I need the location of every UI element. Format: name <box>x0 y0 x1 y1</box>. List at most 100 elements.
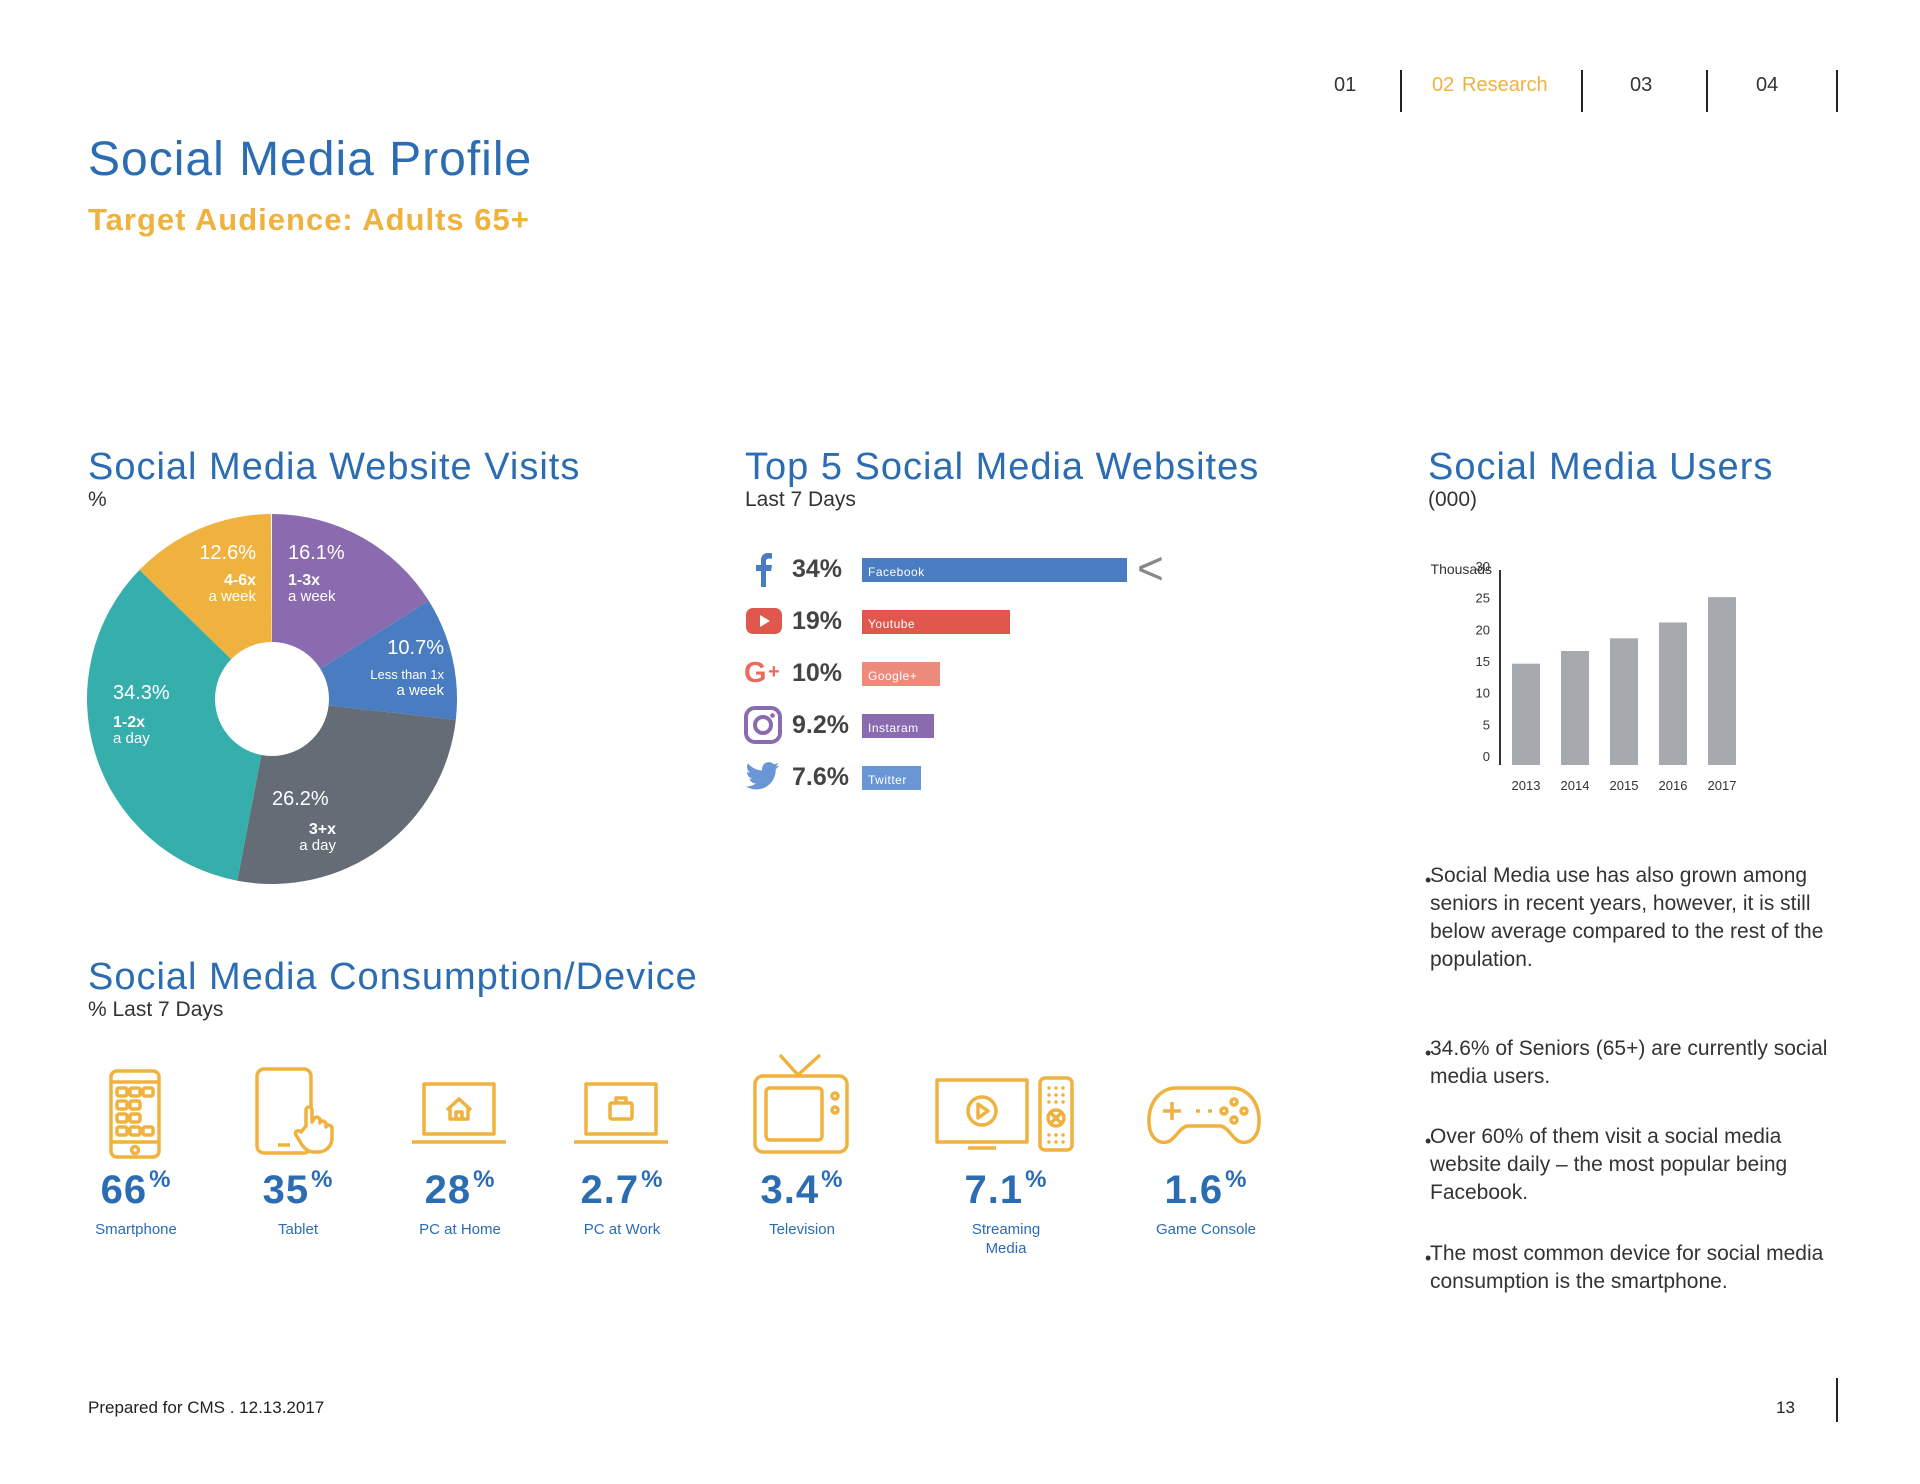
nav-item-02-number[interactable]: 02 <box>1432 74 1455 96</box>
facebook-arrow: < <box>1137 542 1164 594</box>
y-tick-label: 20 <box>1476 622 1490 637</box>
slice-34-line2: a day <box>113 730 150 747</box>
slice-12-pct: 12.6% <box>199 542 256 564</box>
x-tick-label: 2014 <box>1561 778 1590 793</box>
percent-sign: % <box>641 1166 664 1193</box>
bullet-dot: • <box>1425 870 1432 890</box>
nav-item-02-research[interactable]: Research <box>1462 74 1548 96</box>
bullet-dot: • <box>1425 1131 1432 1151</box>
nav-item-04[interactable]: 04 <box>1756 74 1779 96</box>
users-bar-2013 <box>1512 663 1540 765</box>
youtube-pct: 19% <box>792 607 843 635</box>
device-value-game-console: 1.6% <box>1164 1166 1248 1212</box>
y-tick-label: 15 <box>1476 654 1490 669</box>
smartphone-icon <box>109 1069 161 1159</box>
percent-sign: % <box>1225 1166 1248 1193</box>
google-plus-pct: 10% <box>792 659 843 687</box>
slice-10-pct: 10.7% <box>387 637 444 659</box>
y-tick-label: 5 <box>1483 717 1490 732</box>
bullet-dot: • <box>1425 1248 1432 1268</box>
twitter-bar: Twitter <box>862 766 922 790</box>
y-tick-label: 25 <box>1476 591 1490 606</box>
device-label-television: Television <box>769 1221 835 1238</box>
bullet-text-3: Over 60% of them visit a social media we… <box>1430 1125 1788 1204</box>
percent-sign: % <box>1025 1166 1048 1193</box>
users-subtitle: (000) <box>1428 488 1478 511</box>
slice-10-line1: Less than 1x <box>370 667 444 682</box>
google-plus-bar: Google+ <box>862 662 940 686</box>
page-subtitle: Target Audience: Adults 65+ <box>88 202 530 237</box>
twitter-icon <box>745 762 780 790</box>
x-tick-label: 2013 <box>1512 778 1541 793</box>
nav-item-03[interactable]: 03 <box>1630 74 1653 96</box>
pc-home-icon <box>412 1082 506 1144</box>
device-value-pc-home: 28% <box>424 1166 496 1212</box>
game-console-icon <box>1147 1086 1261 1145</box>
nav-divider <box>1400 70 1402 112</box>
device-value-television: 3.4% <box>760 1166 844 1212</box>
users-bar-2016 <box>1659 622 1687 765</box>
nav-divider <box>1581 70 1583 112</box>
instagram-bar: Instaram <box>862 714 934 738</box>
top5-subtitle: Last 7 Days <box>745 488 856 511</box>
slice-10-line2: a week <box>396 682 444 699</box>
slice-16-pct: 16.1% <box>288 542 345 564</box>
visits-unit: % <box>88 488 107 511</box>
youtube-icon <box>746 608 782 634</box>
percent-sign: % <box>821 1166 844 1193</box>
users-chart-ylabel: Thousads <box>1431 561 1492 577</box>
visits-donut-chart: 16.1% 1-3x a week 10.7% Less than 1x a w… <box>87 514 457 884</box>
slice-16-line2: a week <box>288 588 336 605</box>
bullet-dot: • <box>1425 1043 1432 1063</box>
device-label-smartphone: Smartphone <box>95 1221 177 1238</box>
twitter-pct: 7.6% <box>792 763 849 791</box>
facebook-pct: 34% <box>792 555 843 583</box>
twitter-bar-label: Twitter <box>868 773 907 787</box>
device-label-streaming-media: Streaming Media <box>971 1221 1041 1257</box>
nav-divider <box>1706 70 1708 112</box>
device-value-tablet: 35% <box>262 1166 334 1212</box>
y-tick-label: 10 <box>1476 686 1490 701</box>
slice-34-line1: 1-2x <box>113 714 145 731</box>
facebook-bar-label: Facebook <box>868 565 925 579</box>
device-label-pc-work: PC at Work <box>583 1221 661 1238</box>
slice-26-line2: a day <box>299 837 336 854</box>
page-title: Social Media Profile <box>88 133 533 186</box>
visits-title: Social Media Website Visits <box>88 446 581 488</box>
google-plus-icon: G + <box>744 657 780 688</box>
percent-sign: % <box>473 1166 496 1193</box>
facebook-icon <box>756 553 772 587</box>
donut-hole <box>215 642 329 756</box>
device-value-streaming-media: 7.1% <box>964 1166 1048 1212</box>
television-icon <box>753 1053 849 1154</box>
bullet-text-4: The most common device for social media … <box>1430 1242 1824 1293</box>
footer-divider <box>1836 1378 1838 1422</box>
device-value-smartphone: 66% <box>100 1166 172 1212</box>
device-label-tablet: Tablet <box>277 1221 319 1238</box>
bullet-text-1: Social Media use has also grown among se… <box>1430 864 1824 971</box>
pc-work-icon <box>574 1082 668 1144</box>
donut-slice-1 <box>272 514 429 699</box>
instagram-pct: 9.2% <box>792 711 849 739</box>
top5-title: Top 5 Social Media Websites <box>745 446 1260 488</box>
instagram-bar-label: Instaram <box>868 721 919 735</box>
device-label-pc-home: PC at Home <box>419 1221 501 1238</box>
facebook-bar: Facebook <box>862 558 1127 582</box>
page-number: 13 <box>1776 1398 1795 1417</box>
y-tick-label: 30 <box>1476 559 1490 574</box>
users-bar-2015 <box>1610 638 1638 765</box>
percent-sign: % <box>311 1166 334 1193</box>
slice-34-pct: 34.3% <box>113 682 170 704</box>
users-bar-2017 <box>1708 597 1736 765</box>
percent-sign: % <box>149 1166 172 1193</box>
google-plus-bar-label: Google+ <box>868 669 918 683</box>
devices-title: Social Media Consumption/Device <box>88 956 698 998</box>
y-tick-label: 0 <box>1483 749 1490 764</box>
footer-prepared: Prepared for CMS . 12.13.2017 <box>88 1398 325 1417</box>
slice-26-pct: 26.2% <box>272 788 329 810</box>
svg-text:+: + <box>768 661 780 683</box>
nav-item-01[interactable]: 01 <box>1334 74 1357 96</box>
svg-text:G: G <box>744 657 767 688</box>
users-title: Social Media Users <box>1428 446 1774 488</box>
